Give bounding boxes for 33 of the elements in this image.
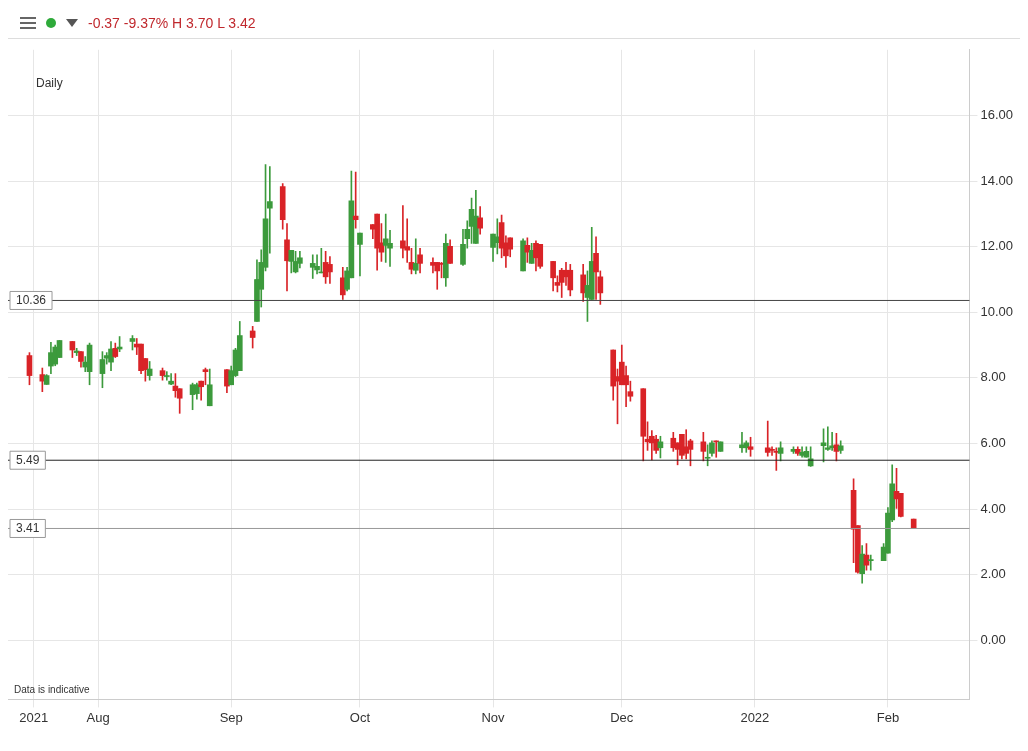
text: -0.37 -9.37% H 3.70 L 3.42	[88, 15, 256, 31]
x-tick-label: Aug	[86, 709, 110, 725]
y-tick-label: 0.00	[980, 631, 1006, 647]
candlestick	[163, 371, 170, 381]
annotation: Data is indicative	[14, 684, 91, 696]
y-tick-label: 4.00	[980, 500, 1006, 516]
x-tick-label: Sep	[219, 709, 243, 725]
ref-line-label: 5.49	[16, 452, 40, 467]
annotation: Daily	[36, 76, 63, 91]
y-tick-label: 16.00	[980, 106, 1014, 122]
candlestick	[773, 447, 780, 471]
y-tick-label: 12.00	[980, 238, 1014, 254]
y-tick-label: 10.00	[980, 303, 1014, 319]
x-tick-label: 2021	[19, 709, 49, 725]
candlestick	[623, 365, 629, 408]
candlestick	[494, 218, 501, 255]
y-tick-label: 2.00	[980, 566, 1006, 582]
candlestick	[867, 554, 874, 571]
x-tick-label: 2022	[740, 709, 770, 725]
y-tick-label: 8.00	[980, 369, 1006, 385]
x-tick-label: Dec	[610, 709, 634, 725]
candlestick	[400, 205, 406, 259]
y-tick-label: 14.00	[980, 172, 1014, 188]
ref-line-label: 3.41	[16, 520, 40, 535]
candlestick	[352, 171, 359, 229]
ref-line-label: 10.36	[16, 292, 47, 307]
x-tick-label: Oct	[349, 709, 371, 725]
candlestick	[309, 254, 316, 279]
candlestick	[168, 373, 174, 386]
x-tick-label: Feb	[876, 709, 900, 725]
y-tick-label: 6.00	[980, 435, 1006, 451]
candlestick	[764, 420, 771, 457]
x-tick-label: Nov	[481, 709, 506, 725]
